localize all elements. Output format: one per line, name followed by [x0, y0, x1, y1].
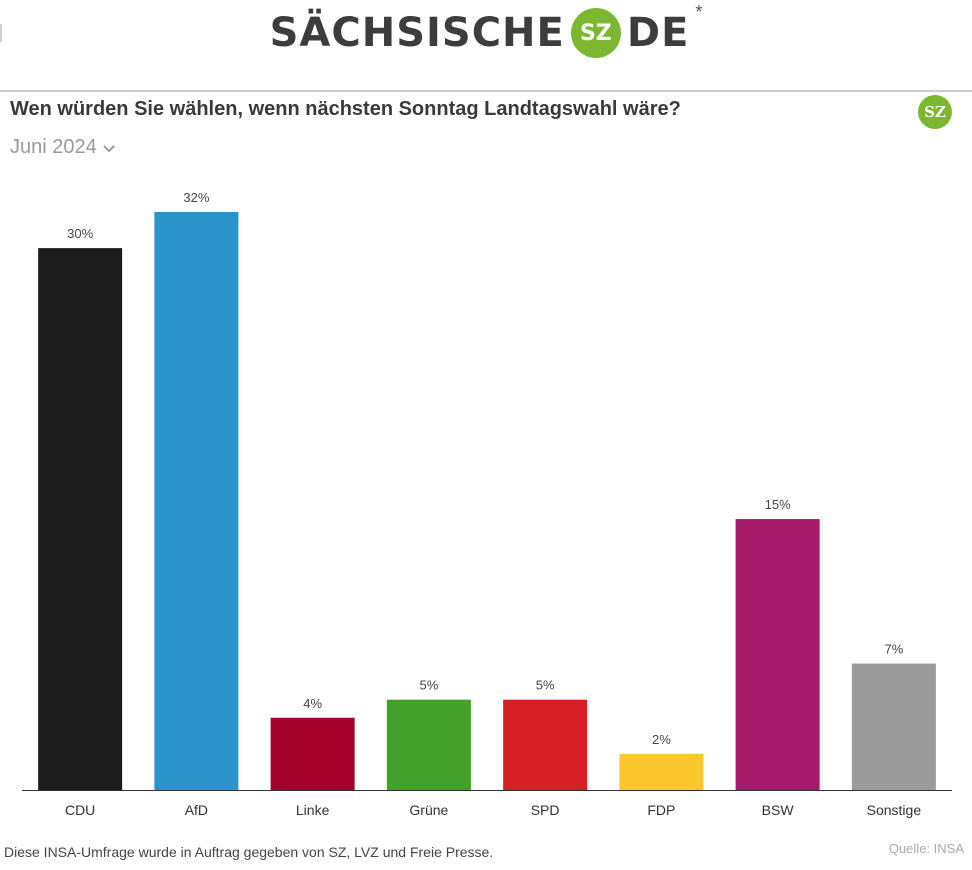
sz-logo-icon: SZ — [918, 95, 952, 129]
data-label-fdp: 2% — [652, 732, 671, 747]
data-label-grüne: 5% — [419, 678, 438, 693]
bar-chart: 30% CDU 32% AfD 4% Linke 5% Grüne 5% SPD 2% FDP 15% B… — [22, 190, 952, 818]
edge-mark — [0, 24, 2, 42]
x-tick-label-fdp: FDP — [647, 802, 675, 818]
bar-sonstige[interactable] — [851, 663, 936, 790]
brand-word-de: DE — [626, 10, 690, 56]
data-label-afd: 32% — [183, 190, 209, 205]
brand-word-saechsische: SÄCHSISCHE — [269, 10, 565, 56]
bar-fdp[interactable] — [619, 753, 704, 790]
bar-cdu[interactable] — [38, 248, 123, 790]
x-tick-label-cdu: CDU — [65, 802, 95, 818]
source-label: Quelle: INSA — [888, 841, 964, 856]
site-header: SÄCHSISCHE SZ DE * — [0, 0, 972, 92]
bar-linke[interactable] — [270, 717, 355, 790]
data-label-bsw: 15% — [765, 497, 791, 512]
bar-afd[interactable] — [154, 212, 239, 790]
x-tick-label-afd: AfD — [185, 802, 208, 818]
chevron-down-icon — [103, 140, 115, 156]
x-tick-label-linke: Linke — [296, 802, 330, 818]
data-label-sonstige: 7% — [884, 642, 903, 657]
brand-star: * — [695, 2, 703, 22]
date-dropdown-label: Juni 2024 — [10, 136, 97, 158]
brand-badge: SZ — [570, 8, 621, 58]
x-tick-label-sonstige: Sonstige — [867, 802, 922, 818]
x-tick-label-grüne: Grüne — [409, 802, 448, 818]
brand-logo[interactable]: SÄCHSISCHE SZ DE * — [0, 2, 972, 68]
bar-spd[interactable] — [503, 699, 588, 790]
chart-title: Wen würden Sie wählen, wenn nächsten Son… — [10, 98, 681, 120]
data-label-spd: 5% — [536, 678, 555, 693]
bar-grüne[interactable] — [386, 699, 471, 790]
x-tick-label-spd: SPD — [531, 802, 560, 818]
x-tick-label-bsw: BSW — [762, 802, 795, 818]
footer-note: Diese INSA-Umfrage wurde in Auftrag gege… — [4, 844, 494, 860]
data-label-linke: 4% — [303, 696, 322, 711]
date-dropdown[interactable]: Juni 2024 — [10, 136, 115, 159]
bar-bsw[interactable] — [735, 519, 820, 790]
data-label-cdu: 30% — [67, 226, 93, 241]
